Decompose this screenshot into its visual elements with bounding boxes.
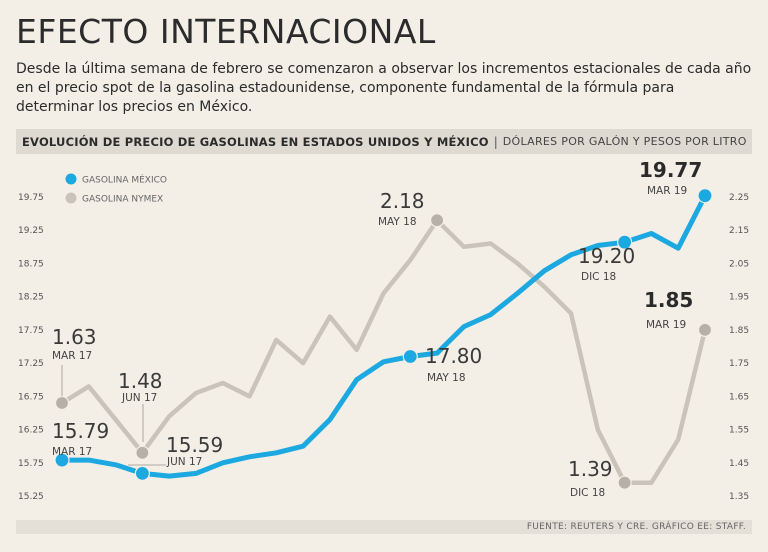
left-axis: 19.75 19.25 18.75 18.25 17.75 17.25 16.75 16.25… [18, 193, 44, 502]
right-axis-tick: 1.45 [729, 459, 749, 469]
data-label-value: 17.80 [425, 344, 482, 368]
data-label-value: 1.48 [118, 369, 163, 393]
right-axis-tick: 1.55 [729, 426, 749, 436]
legend-mexico-swatch [65, 173, 77, 185]
series-lines [59, 193, 708, 485]
data-label-value: 19.77 [639, 158, 702, 182]
data-markers [54, 188, 713, 490]
data-label-value: 2.18 [380, 189, 425, 213]
right-axis-tick: 1.75 [729, 359, 749, 369]
annotation-leaders [61, 365, 166, 466]
data-label-value: 1.85 [644, 288, 693, 312]
right-axis: 2.25 2.15 2.05 1.95 1.85 1.75 1.65 1.55 1.45 1.35 [729, 193, 749, 502]
data-label-date: MAR 17 [52, 350, 92, 362]
left-axis-tick: 15.25 [18, 492, 44, 502]
nymex-data-point [617, 475, 632, 490]
data-label-date: JUN 17 [121, 392, 157, 404]
legend-nymex-swatch [65, 192, 77, 204]
data-label-value: 1.63 [52, 325, 97, 349]
right-axis-tick: 2.15 [729, 226, 749, 236]
page-subtitle: Desde la última semana de febrero se com… [16, 61, 752, 115]
mexico-data-point [617, 234, 633, 250]
right-axis-tick: 1.35 [729, 492, 749, 502]
right-axis-tick: 1.65 [729, 392, 749, 402]
mexico-data-point [697, 188, 713, 204]
nymex-data-point [135, 445, 150, 460]
data-label-date: JUN 17 [166, 456, 202, 468]
legend-mexico-label: GASOLINA MÉXICO [82, 174, 167, 186]
data-label-date: MAR 19 [647, 185, 687, 197]
nymex-series-line [59, 218, 708, 485]
left-axis-tick: 19.25 [18, 226, 44, 236]
right-axis-tick: 2.25 [729, 193, 749, 203]
data-label-date: DIC 18 [570, 487, 605, 499]
left-axis-tick: 17.25 [18, 359, 44, 369]
left-axis-tick: 18.25 [18, 293, 44, 303]
nymex-data-point [54, 395, 70, 411]
legend-nymex-label: GASOLINA NYMEX [82, 195, 163, 205]
data-label-date: DIC 18 [581, 271, 616, 283]
page-title: EFECTO INTERNACIONAL [16, 12, 436, 51]
left-axis-tick: 18.75 [18, 259, 44, 269]
chart-header-separator: | [493, 134, 498, 149]
left-axis-tick: 19.75 [18, 193, 44, 203]
right-axis-tick: 1.85 [729, 326, 749, 336]
chart-header-bar: EVOLUCIÓN DE PRECIO DE GASOLINAS EN ESTA… [16, 129, 752, 154]
data-label-value: 1.39 [568, 457, 613, 481]
left-axis-tick: 15.75 [18, 459, 44, 469]
data-label-date: MAY 18 [378, 216, 417, 228]
chart-units: DÓLARES POR GALÓN Y PESOS POR LITRO [502, 135, 747, 148]
price-chart: 19.75 19.25 18.75 18.25 17.75 17.25 16.75 16.25… [18, 158, 749, 502]
mexico-series-line [59, 193, 708, 479]
left-axis-tick: 16.25 [18, 426, 44, 436]
mexico-data-point [402, 348, 418, 365]
mexico-data-point [134, 465, 150, 482]
data-label-value: 15.59 [166, 433, 223, 457]
data-label-date: MAR 19 [646, 319, 686, 331]
left-axis-tick: 16.75 [18, 392, 44, 402]
data-label-value: 19.20 [578, 244, 635, 268]
right-axis-tick: 2.05 [729, 259, 749, 269]
data-label-date: MAY 18 [427, 372, 466, 384]
data-label-value: 15.79 [52, 419, 109, 443]
chart-title: EVOLUCIÓN DE PRECIO DE GASOLINAS EN ESTA… [22, 134, 489, 149]
chart-legend: GASOLINA MÉXICO GASOLINA NYMEX [65, 173, 167, 205]
left-axis-tick: 17.75 [18, 326, 44, 336]
right-axis-tick: 1.95 [729, 293, 749, 303]
nymex-data-point [429, 213, 445, 228]
data-label-date: MAR 17 [52, 446, 92, 458]
source-footer: FUENTE: REUTERS Y CRE. GRÁFICO EE: STAFF… [16, 520, 752, 534]
nymex-data-point [697, 322, 713, 337]
mexico-data-point [54, 452, 70, 468]
